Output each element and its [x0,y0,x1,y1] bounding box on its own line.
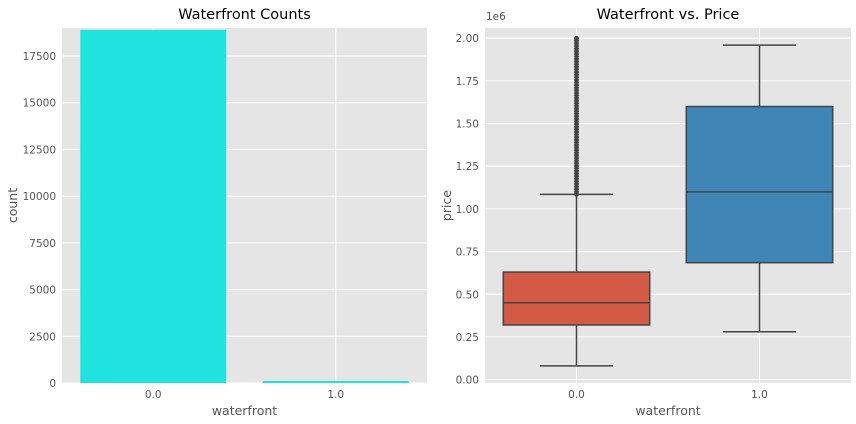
count-x-axis-label: waterfront [212,403,277,418]
price-boxes [502,35,834,367]
price-y-tick-label: 1.00 [456,204,479,216]
count-bar [80,29,227,384]
count-bar [262,380,409,383]
price-y-tick-label: 2.00 [456,33,479,45]
count-y-axis-label: count [5,188,20,223]
price-box [685,105,834,264]
count-y-tick-label: 7500 [29,238,56,250]
count-y-tick-label: 15000 [23,98,56,110]
price-y-tick-label: 0.50 [456,289,479,301]
count-x-ticks: 0.0 1.0 [145,389,344,401]
count-y-tick-label: 17500 [23,51,56,63]
count-chart: 0 2500 5000 7500 10000 12500 15000 17500 0.0 1.0… [5,7,427,418]
price-x-axis-label: waterfront [635,403,700,418]
price-outlier-point [574,35,579,41]
price-y-axis-label: price [439,190,454,221]
count-y-tick-label: 0 [49,378,56,390]
price-x-tick-label: 1.0 [751,389,768,401]
price-box-group [502,35,651,367]
count-y-tick-label: 2500 [29,331,56,343]
price-y-tick-label: 1.25 [456,161,479,173]
price-x-tick-label: 0.0 [568,389,585,401]
price-chart: 0.00 0.25 0.50 0.75 1.00 1.25 1.50 1.75 2.00 0.0… [439,7,851,418]
price-box-group [685,44,834,333]
price-y-tick-label: 0.00 [456,375,479,387]
count-bars [80,29,409,384]
price-chart-title: Waterfront vs. Price [597,7,740,23]
count-y-tick-label: 5000 [29,285,56,297]
count-x-tick-label: 1.0 [327,389,344,401]
count-chart-title: Waterfront Counts [178,7,311,23]
price-y-ticks: 0.00 0.25 0.50 0.75 1.00 1.25 1.50 1.75 2.00 [456,33,479,386]
price-box [502,271,651,326]
count-x-tick-label: 0.0 [145,389,162,401]
count-y-tick-label: 12500 [23,144,56,156]
price-y-tick-label: 1.75 [456,76,479,88]
count-y-ticks: 0 2500 5000 7500 10000 12500 15000 17500 [23,51,56,390]
price-scale-label: 1e6 [486,11,506,23]
price-y-tick-label: 1.50 [456,119,479,131]
price-x-ticks: 0.0 1.0 [568,389,768,401]
count-y-tick-label: 10000 [23,191,56,203]
price-y-tick-label: 0.75 [456,247,479,259]
price-outliers [574,35,579,197]
price-y-tick-label: 0.25 [456,332,479,344]
